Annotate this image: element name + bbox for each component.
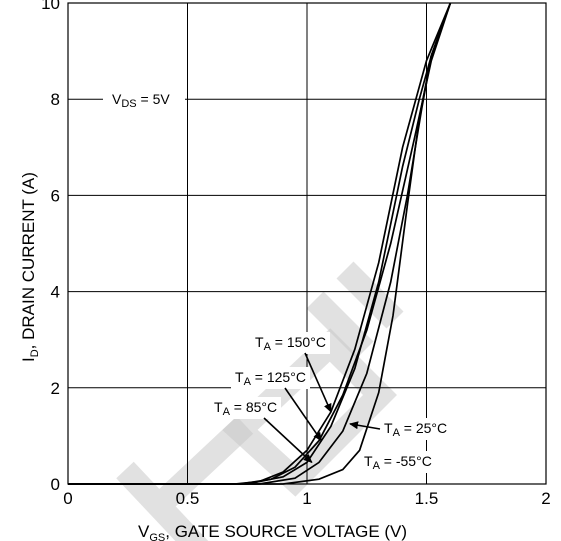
annotation-bg [210, 397, 281, 419]
annotation-bg [231, 367, 310, 389]
annotation-bg [360, 451, 439, 473]
condition-label: VDS = 5V [112, 91, 170, 110]
y-tick-label: 2 [51, 379, 60, 398]
annotation-bg [380, 418, 451, 440]
annotation-arrow [263, 417, 313, 464]
x-axis-title: VGS, GATE SOURCE VOLTAGE (V) [138, 522, 407, 541]
x-tick-label: 1 [302, 489, 311, 508]
annotation-arrow [284, 387, 322, 442]
annotation-arrow [304, 352, 332, 413]
x-tick-label: 0.5 [176, 489, 200, 508]
annotation-label: TA = 25°C [384, 420, 447, 439]
annotation-label: TA = 150°C [255, 334, 326, 353]
y-tick-label: 8 [51, 90, 60, 109]
y-tick-label: 4 [51, 283, 60, 302]
y-tick-label: 10 [41, 0, 60, 13]
x-tick-label: 1.5 [415, 489, 439, 508]
curve-series-3 [68, 2, 452, 485]
annotation-label: TA = -55°C [364, 453, 432, 472]
condition-label-bg [103, 88, 185, 110]
tick-labels: 0 0.5 1 1.5 2 0 2 4 6 8 10 [41, 0, 551, 508]
curve-series-5 [68, 2, 452, 485]
y-axis-title: ID, DRAIN CURRENT (A) [19, 172, 41, 362]
plot-grid [67, 2, 547, 485]
annotation-label: TA = 85°C [214, 399, 277, 418]
annotation-arrow [349, 421, 381, 430]
y-tick-label: 0 [51, 475, 60, 494]
x-tick-label: 0 [63, 489, 72, 508]
curve-annotations: TA = 150°C TA = 125°C TA = 85°C TA = 25°C TA… [210, 332, 451, 473]
annotation-bg [251, 332, 330, 354]
annotation-label: TA = 125°C [235, 369, 306, 388]
y-tick-label: 6 [51, 186, 60, 205]
x-tick-label: 2 [541, 489, 550, 508]
